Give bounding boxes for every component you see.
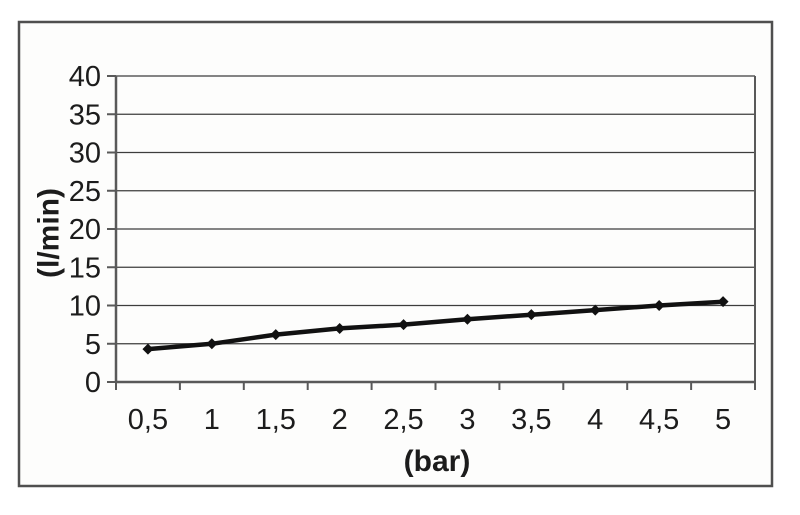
data-series bbox=[142, 296, 729, 355]
x-tick-label-1: 1 bbox=[204, 404, 220, 436]
data-point-marker-6 bbox=[525, 309, 537, 321]
y-axis-tick-labels: 0 5 10 15 20 25 30 35 40 bbox=[69, 61, 101, 399]
x-tick-label-8: 4,5 bbox=[639, 404, 679, 436]
data-point-marker-7 bbox=[589, 304, 601, 316]
x-axis-tick-labels: 0,5 1 1,5 2 2,5 3 3,5 4 4,5 5 bbox=[128, 404, 731, 436]
data-point-marker-3 bbox=[334, 322, 346, 334]
chart-frame-border bbox=[17, 20, 774, 488]
data-point-marker-5 bbox=[461, 313, 473, 325]
y-tick-label-35: 35 bbox=[69, 99, 101, 131]
x-tick-label-9: 5 bbox=[715, 404, 731, 436]
y-tick-label-5: 5 bbox=[85, 329, 101, 361]
data-point-marker-8 bbox=[653, 300, 665, 311]
x-tick-label-4: 2,5 bbox=[383, 404, 423, 436]
y-axis-ticks bbox=[107, 75, 116, 383]
y-tick-label-15: 15 bbox=[69, 252, 101, 284]
y-tick-label-10: 10 bbox=[69, 291, 101, 323]
data-point-marker-1 bbox=[206, 338, 218, 350]
x-tick-label-2: 1,5 bbox=[256, 404, 296, 436]
x-tick-label-3: 2 bbox=[332, 404, 348, 436]
x-axis-ticks bbox=[115, 382, 756, 390]
x-tick-label-5: 3 bbox=[459, 404, 475, 436]
data-point-marker-4 bbox=[398, 319, 410, 331]
y-tick-label-25: 25 bbox=[69, 176, 101, 208]
y-axis-title: (l/min) bbox=[33, 188, 66, 278]
y-tick-label-40: 40 bbox=[69, 61, 101, 93]
data-point-marker-2 bbox=[270, 329, 282, 341]
x-axis-title: (bar) bbox=[404, 445, 471, 478]
y-tick-label-30: 30 bbox=[69, 138, 101, 170]
x-tick-label-6: 3,5 bbox=[511, 404, 551, 436]
series-line-flow-rate bbox=[145, 299, 726, 352]
data-point-marker-9 bbox=[717, 296, 729, 308]
x-tick-label-7: 4 bbox=[587, 404, 603, 436]
y-tick-label-0: 0 bbox=[85, 367, 101, 399]
y-tick-label-20: 20 bbox=[69, 214, 101, 246]
data-point-marker-0 bbox=[142, 343, 154, 355]
x-tick-label-0: 0,5 bbox=[128, 404, 168, 436]
